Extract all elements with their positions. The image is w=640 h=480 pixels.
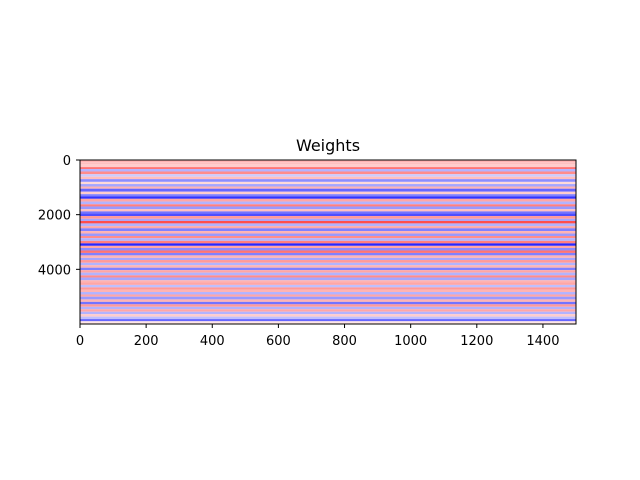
heatmap-row: [80, 321, 576, 324]
heatmap-row: [80, 275, 576, 278]
x-tick-label: 200: [134, 334, 159, 349]
heatmap-row: [80, 314, 576, 317]
heatmap-row: [80, 260, 576, 263]
heatmap-row: [80, 319, 576, 322]
heatmap-row: [80, 248, 576, 251]
heatmap-row: [80, 209, 576, 212]
x-tick-label: 800: [332, 334, 357, 349]
heatmap-row: [80, 218, 576, 221]
heatmap-row: [80, 201, 576, 205]
heatmap-row: [80, 171, 576, 175]
heatmap-row: [80, 289, 576, 293]
x-tick-label: 1200: [460, 334, 493, 349]
y-tick-label: 0: [63, 154, 71, 169]
heatmap-row: [80, 306, 576, 310]
heatmap-row: [80, 162, 576, 165]
heatmap-row: [80, 284, 576, 288]
heatmap-row: [80, 243, 576, 246]
x-tick-label: 0: [76, 334, 84, 349]
heatmap-row: [80, 304, 576, 307]
heatmap-row: [80, 250, 576, 253]
heatmap-row: [80, 292, 576, 295]
heatmap-row: [80, 191, 576, 195]
heatmap-row: [80, 169, 576, 172]
heatmap-row: [80, 198, 576, 202]
heatmap-rows: [80, 160, 576, 324]
x-tick-label: 1000: [394, 334, 427, 349]
x-tick-label: 1400: [526, 334, 559, 349]
heatmap-row: [80, 194, 576, 197]
heatmap-row: [80, 282, 576, 285]
heatmap-row: [80, 223, 576, 227]
heatmap-row: [80, 309, 576, 312]
heatmap-row: [80, 280, 576, 283]
y-axis: 0 2000 4000: [38, 154, 80, 278]
heatmap-row: [80, 245, 576, 249]
y-tick-label: 2000: [38, 209, 71, 224]
heatmap-row: [80, 220, 576, 224]
y-tick-label: 4000: [38, 263, 71, 278]
heatmap-row: [80, 228, 576, 232]
heatmap-row: [80, 211, 576, 214]
heatmap-row: [80, 206, 576, 210]
heatmap-row: [80, 272, 576, 276]
heatmap-row: [80, 188, 576, 192]
heatmap-row: [80, 265, 576, 268]
heatmap-row: [80, 316, 576, 320]
heatmap-row: [80, 186, 576, 189]
heatmap-row: [80, 296, 576, 300]
heatmap-row: [80, 262, 576, 266]
heatmap-row: [80, 233, 576, 236]
plot-frame: [79, 159, 577, 325]
heatmap-row: [80, 299, 576, 302]
x-axis: 0 200 400 600 800 1000 1200 1400: [76, 324, 559, 349]
heatmap-row: [80, 277, 576, 281]
heatmap-row: [80, 252, 576, 256]
chart-title: Weights: [296, 136, 360, 155]
heatmap-row: [80, 267, 576, 271]
heatmap-row: [80, 213, 576, 217]
heatmap-row: [80, 301, 576, 305]
heatmap-row: [80, 226, 576, 229]
heatmap-row: [80, 270, 576, 273]
heatmap-row: [80, 181, 576, 185]
heatmap-row: [80, 167, 576, 170]
heatmap-row: [80, 240, 576, 244]
heatmap-row: [80, 204, 576, 207]
heatmap-row: [80, 196, 576, 199]
x-tick-label: 400: [200, 334, 225, 349]
heatmap-row: [80, 174, 576, 177]
heatmap-row: [80, 160, 576, 163]
heatmap-row: [80, 294, 576, 297]
heatmap-row: [80, 164, 576, 168]
heatmap-row: [80, 176, 576, 180]
heatmap-row: [80, 231, 576, 234]
heatmap-row: [80, 287, 576, 290]
x-tick-label: 600: [266, 334, 291, 349]
heatmap-row: [80, 257, 576, 261]
heatmap-row: [80, 179, 576, 182]
heatmap-row: [80, 216, 576, 219]
heatmap-row: [80, 255, 576, 258]
heatmap-row: [80, 184, 576, 187]
heatmap-row: [80, 238, 576, 241]
heatmap-row: [80, 235, 576, 239]
heatmap-row: [80, 311, 576, 315]
